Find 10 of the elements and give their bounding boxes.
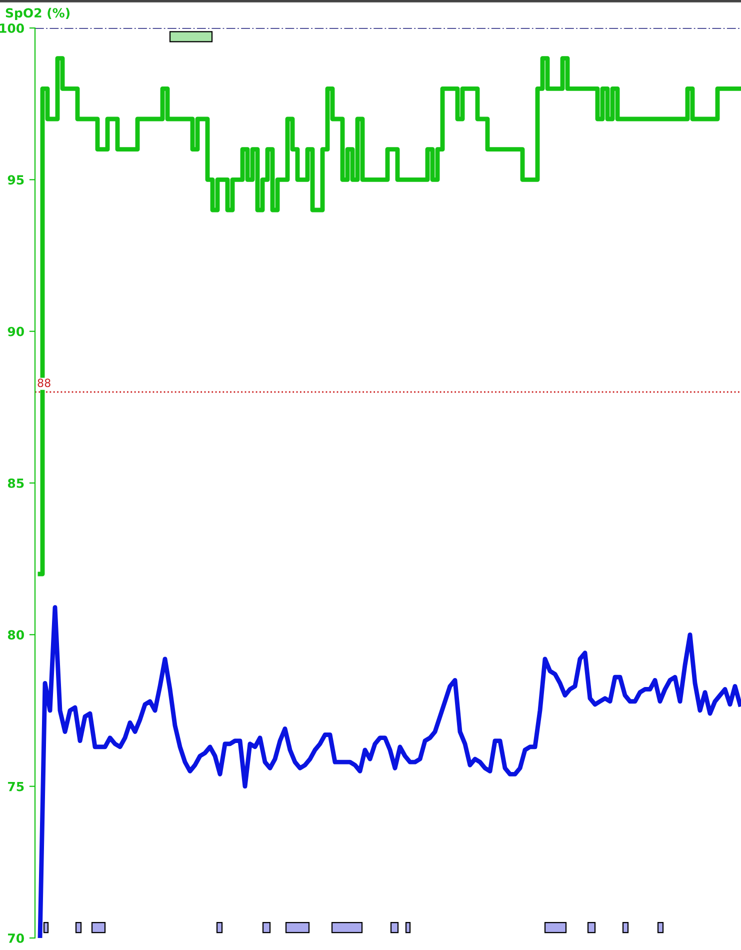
line-series bbox=[38, 605, 741, 938]
y-axis-title: SpO2 (%) bbox=[6, 8, 70, 20]
y-tick-label: 85 bbox=[8, 478, 24, 488]
y-tick-label: 95 bbox=[8, 175, 24, 185]
y-tick-label: 100 bbox=[0, 23, 24, 33]
y-tick-label: 80 bbox=[8, 630, 24, 640]
ref-line-label: 88 bbox=[38, 378, 50, 388]
y-tick-label: 75 bbox=[8, 782, 24, 792]
y-tick-label: 90 bbox=[8, 326, 24, 336]
y-tick-label: 70 bbox=[8, 933, 24, 943]
